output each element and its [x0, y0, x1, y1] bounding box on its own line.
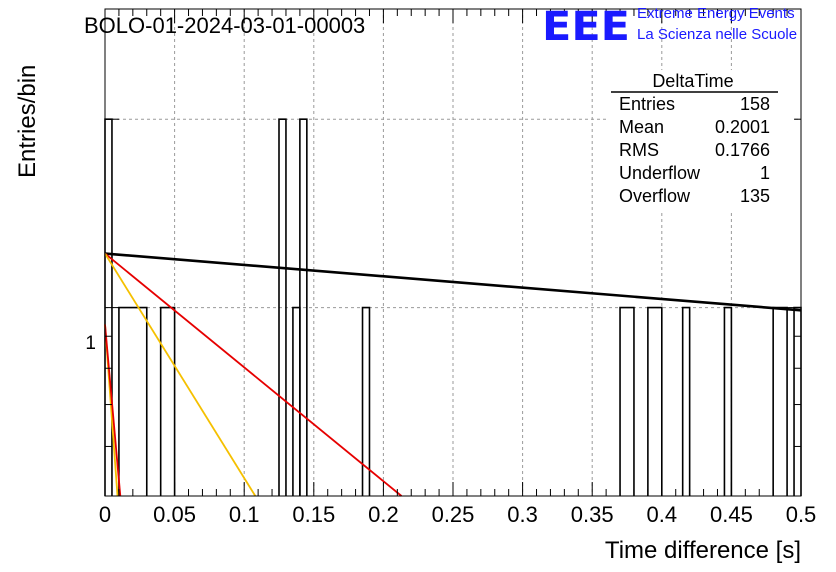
histogram-bin [723, 306, 733, 496]
histogram-bin [619, 306, 635, 496]
stats-row-label: RMS [619, 140, 659, 160]
stats-row-value: 1 [760, 163, 770, 183]
x-tick-label: 0.3 [507, 502, 538, 527]
y-axis-label: Entries/bin [14, 65, 41, 178]
fit-curve [104, 252, 802, 312]
logo-line-2: La Scienza nelle Scuole [637, 26, 797, 43]
y-tick-label: 1 [85, 333, 96, 354]
fit-curves [104, 252, 802, 497]
axis-ticks: 0 0.05 0.1 0.15 0.2 0.25 0.3 0.35 0.4 0.45 0.5 [99, 8, 817, 527]
x-tick-label: 0.5 [786, 502, 817, 527]
x-tick-label: 0.05 [153, 502, 196, 527]
stats-row-label: Underflow [619, 163, 701, 183]
stats-row-label: Mean [619, 117, 664, 137]
histogram-bin [278, 118, 287, 496]
x-tick-label: 0.1 [229, 502, 260, 527]
x-tick-label: 0.35 [571, 502, 614, 527]
stats-row-value: 135 [740, 186, 770, 206]
histogram-bin [159, 306, 176, 496]
logo-line-1: Extreme Energy Events [637, 5, 795, 22]
histogram-bin [118, 306, 148, 496]
stats-row-value: 158 [740, 94, 770, 114]
stats-row-value: 0.2001 [715, 117, 770, 137]
x-tick-label: 0.15 [292, 502, 335, 527]
chart-title: BOLO-01-2024-03-01-00003 [84, 13, 365, 38]
fit-curve [104, 324, 122, 497]
stats-title: DeltaTime [652, 71, 733, 91]
fit-curve [104, 253, 257, 497]
stats-row-label: Overflow [619, 186, 691, 206]
stats-row-label: Entries [619, 94, 675, 114]
stats-row-value: 0.1766 [715, 140, 770, 160]
x-tick-label: 0.25 [432, 502, 475, 527]
histogram-bin [299, 118, 308, 496]
eee-logo: EEE Extreme Energy Events La Scienza nel… [542, 4, 797, 50]
histogram-bin [681, 306, 691, 496]
x-tick-label: 0 [99, 502, 111, 527]
histogram-bin [772, 306, 788, 496]
x-tick-label: 0.4 [647, 502, 678, 527]
logo-letters: EEE [542, 4, 630, 50]
histogram-bin [647, 306, 663, 496]
histogram-bin [292, 306, 301, 496]
stats-rows: Entries 158 Mean 0.2001 RMS 0.1766 Underflow 1 O… [619, 94, 770, 206]
x-tick-label: 0.45 [710, 502, 753, 527]
fit-curve [104, 252, 403, 497]
histogram-bin [361, 306, 371, 496]
x-tick-label: 0.2 [368, 502, 399, 527]
x-axis-label: Time difference [s] [605, 537, 801, 564]
stats-box: DeltaTime Entries 158 Mean 0.2001 RMS 0.1766 U… [606, 70, 794, 210]
